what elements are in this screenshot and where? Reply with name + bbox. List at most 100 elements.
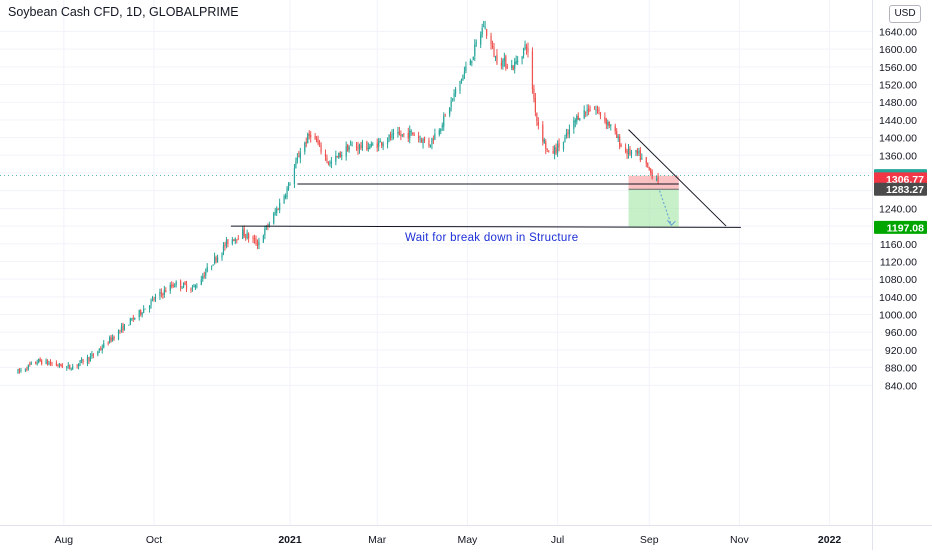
candle-body bbox=[389, 134, 392, 139]
candle-body bbox=[122, 325, 124, 331]
candle-body bbox=[517, 60, 519, 62]
candle-body bbox=[579, 118, 581, 120]
candle-body bbox=[472, 56, 474, 60]
y-tick-label: 1120.00 bbox=[880, 256, 917, 268]
candle-body bbox=[101, 348, 103, 350]
candle-body bbox=[450, 100, 452, 107]
candle-body bbox=[401, 134, 403, 136]
candle-body bbox=[36, 362, 38, 364]
candle-body bbox=[233, 239, 235, 241]
candle-body bbox=[491, 46, 494, 47]
candle-body bbox=[444, 114, 446, 116]
candle-body bbox=[610, 124, 612, 126]
candle-body bbox=[67, 365, 69, 366]
candle-body bbox=[589, 110, 591, 112]
candle-body bbox=[86, 357, 89, 364]
candle-body bbox=[237, 238, 239, 240]
take-profit-zone bbox=[628, 189, 679, 228]
candle-body bbox=[361, 142, 364, 148]
candle-body bbox=[449, 107, 451, 115]
y-tick-label: 1000.00 bbox=[879, 310, 917, 322]
candle-body bbox=[48, 363, 50, 365]
candle-body bbox=[225, 240, 228, 246]
y-tick-label: 1520.00 bbox=[879, 80, 917, 92]
candle-body bbox=[511, 64, 513, 68]
candle-body bbox=[211, 265, 213, 267]
candle-body bbox=[180, 280, 182, 288]
descending-trendline-line bbox=[628, 129, 727, 227]
candle-body bbox=[583, 110, 585, 119]
candle-body bbox=[567, 132, 569, 134]
candle-body bbox=[324, 153, 327, 157]
candle-body bbox=[545, 141, 547, 149]
candle-body bbox=[392, 132, 395, 135]
candle-body bbox=[79, 360, 81, 363]
candle-body bbox=[651, 172, 653, 179]
candle-body bbox=[645, 157, 647, 164]
candle-body bbox=[650, 168, 652, 173]
candle-body bbox=[107, 342, 109, 344]
candle-body bbox=[474, 44, 476, 56]
y-tick-label: 960.00 bbox=[885, 327, 917, 339]
candle-body bbox=[273, 213, 275, 224]
candle-body bbox=[419, 138, 421, 140]
candle-body bbox=[565, 133, 568, 136]
candle-body bbox=[410, 131, 412, 133]
candle-body bbox=[564, 137, 566, 143]
candle-body bbox=[171, 284, 173, 287]
candle-body bbox=[536, 113, 538, 122]
candle-body bbox=[18, 369, 21, 372]
candle-body bbox=[357, 146, 359, 150]
candle-body bbox=[475, 42, 477, 44]
candle-body bbox=[113, 336, 115, 339]
candle-body bbox=[66, 366, 68, 368]
y-tick-label: 1560.00 bbox=[879, 62, 917, 74]
candle-body bbox=[206, 266, 208, 272]
candle-body bbox=[132, 317, 134, 320]
candle-body bbox=[248, 233, 250, 239]
candle-body bbox=[143, 309, 145, 313]
y-tick-label: 1360.00 bbox=[879, 150, 917, 162]
candle-body bbox=[388, 135, 390, 141]
candle-body bbox=[573, 120, 575, 129]
candle-body bbox=[465, 66, 467, 71]
currency-button[interactable]: USD bbox=[889, 5, 921, 23]
candle-body bbox=[194, 285, 196, 288]
candle-body bbox=[348, 146, 350, 150]
candle-body bbox=[614, 125, 616, 132]
candle-body bbox=[616, 131, 618, 138]
candle-body bbox=[30, 362, 32, 364]
arrow-head-icon bbox=[667, 219, 676, 226]
candle-body bbox=[60, 364, 62, 367]
candle-body bbox=[558, 143, 560, 148]
candle-body bbox=[503, 57, 505, 61]
candle-body bbox=[78, 363, 80, 367]
candle-body bbox=[360, 145, 362, 148]
candle-body bbox=[574, 120, 576, 122]
candle-body bbox=[588, 108, 590, 113]
candle-body bbox=[129, 318, 131, 325]
candle-body bbox=[639, 150, 641, 161]
candle-body bbox=[69, 364, 71, 369]
candle-body bbox=[55, 362, 58, 366]
candle-body bbox=[17, 369, 19, 374]
candle-body bbox=[163, 289, 165, 295]
candle-body bbox=[542, 124, 544, 142]
candle-body bbox=[202, 276, 204, 280]
candle-body bbox=[29, 363, 31, 365]
candle-body bbox=[398, 131, 400, 135]
candle-body bbox=[153, 298, 155, 300]
candle-body bbox=[407, 132, 409, 139]
candle-body bbox=[648, 166, 650, 170]
candle-body bbox=[556, 143, 559, 154]
candle-body bbox=[512, 66, 514, 71]
candle-body bbox=[181, 287, 183, 289]
candle-body bbox=[431, 137, 433, 145]
candle-body bbox=[543, 139, 545, 143]
candle-body bbox=[27, 364, 29, 369]
candle-body bbox=[413, 134, 415, 136]
candle-body bbox=[38, 358, 40, 363]
candle-body bbox=[234, 238, 236, 242]
